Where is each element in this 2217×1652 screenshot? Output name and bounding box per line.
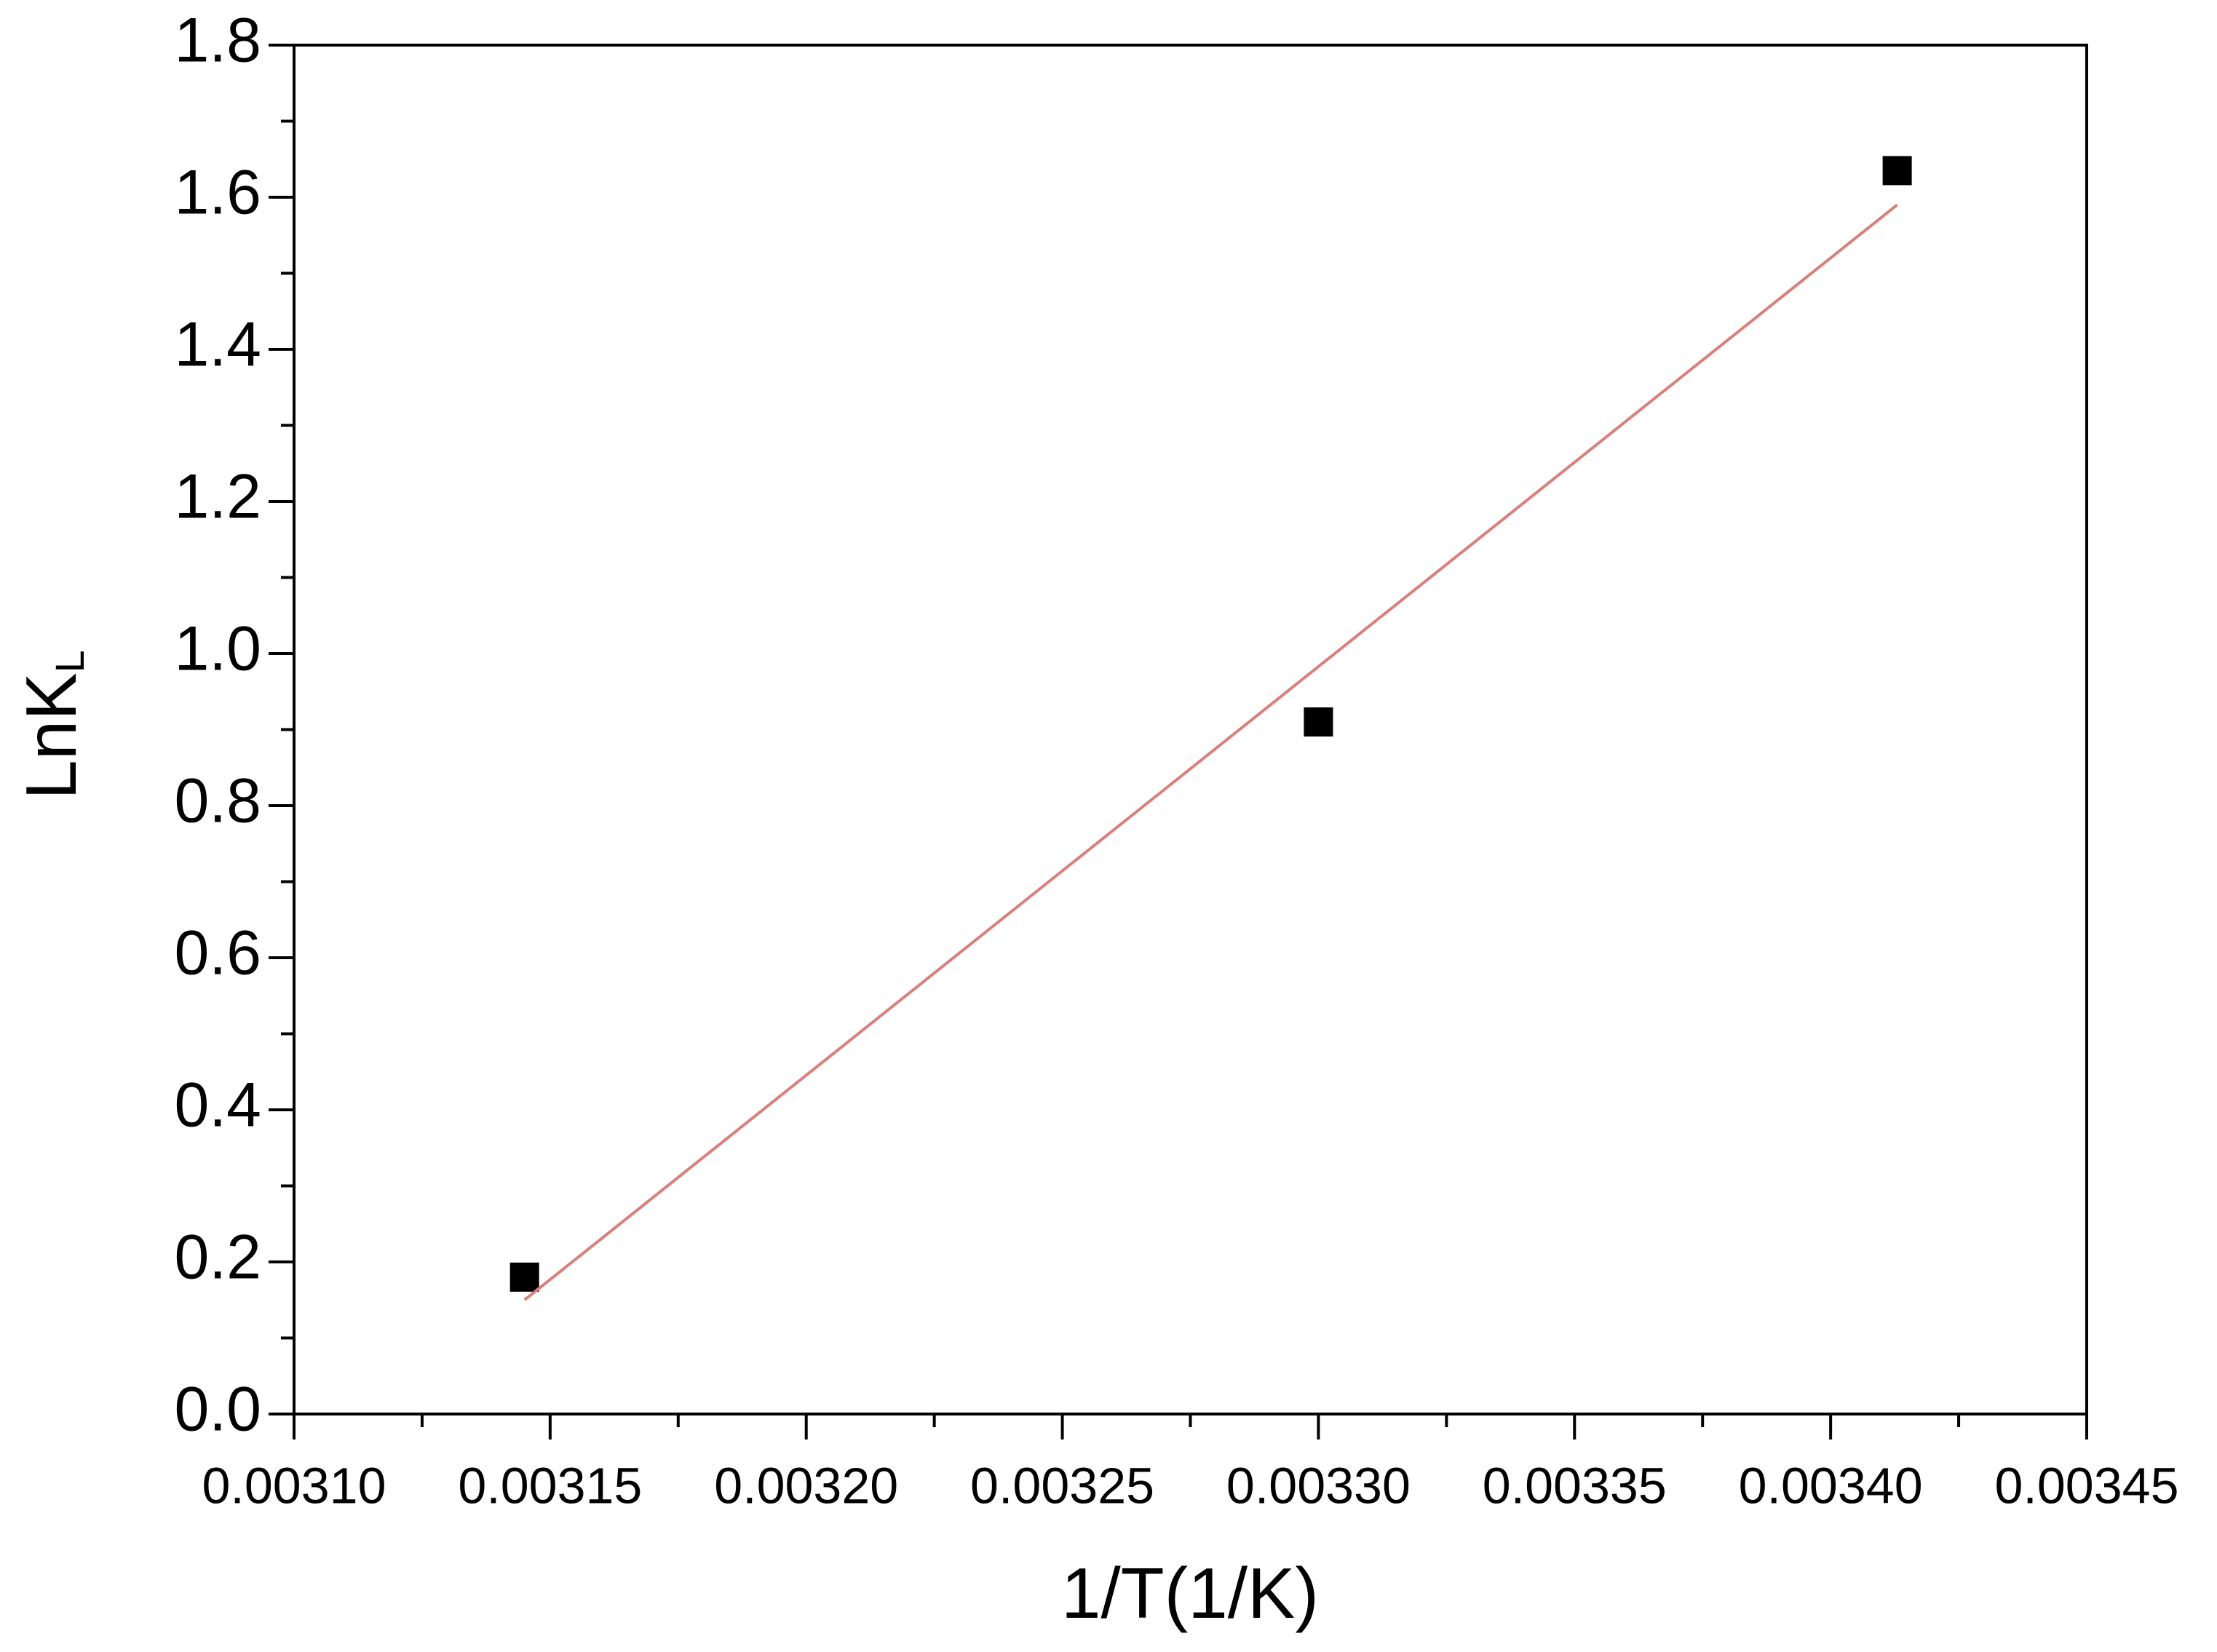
fit-line xyxy=(523,203,1898,1301)
x-tick-label: 0.00325 xyxy=(970,1457,1154,1514)
plot-frame xyxy=(293,44,2088,1415)
x-tick-label: 0.00345 xyxy=(1994,1457,2178,1514)
y-tick-label: 1.6 xyxy=(174,158,261,228)
x-tick-label: 0.00330 xyxy=(1226,1457,1411,1514)
y-tick-label: 0.8 xyxy=(174,766,261,836)
y-axis-title: LnKL xyxy=(11,650,92,800)
x-axis-title: 1/T(1/K) xyxy=(1061,1553,1319,1633)
data-point xyxy=(509,1262,539,1292)
x-tick-label: 0.00340 xyxy=(1739,1457,1923,1514)
x-tick-label: 0.00320 xyxy=(714,1457,898,1514)
data-point xyxy=(1304,707,1333,737)
data-point xyxy=(1882,156,1912,186)
y-tick-label: 1.4 xyxy=(174,310,261,380)
y-tick-label: 1.2 xyxy=(174,462,261,532)
y-tick-label: 1.0 xyxy=(174,614,261,684)
x-tick-label: 0.00310 xyxy=(202,1457,386,1514)
x-tick-label: 0.00315 xyxy=(458,1457,642,1514)
y-tick-label: 0.4 xyxy=(174,1071,261,1140)
y-tick-label: 0.6 xyxy=(174,918,261,988)
y-axis-title-main: LnK xyxy=(11,672,91,799)
y-tick-label: 1.8 xyxy=(174,6,261,76)
x-tick-label: 0.00335 xyxy=(1483,1457,1667,1514)
y-axis-title-subscript: L xyxy=(47,650,92,672)
y-tick-label: 0.2 xyxy=(174,1223,261,1292)
y-tick-label: 0.0 xyxy=(174,1375,261,1445)
